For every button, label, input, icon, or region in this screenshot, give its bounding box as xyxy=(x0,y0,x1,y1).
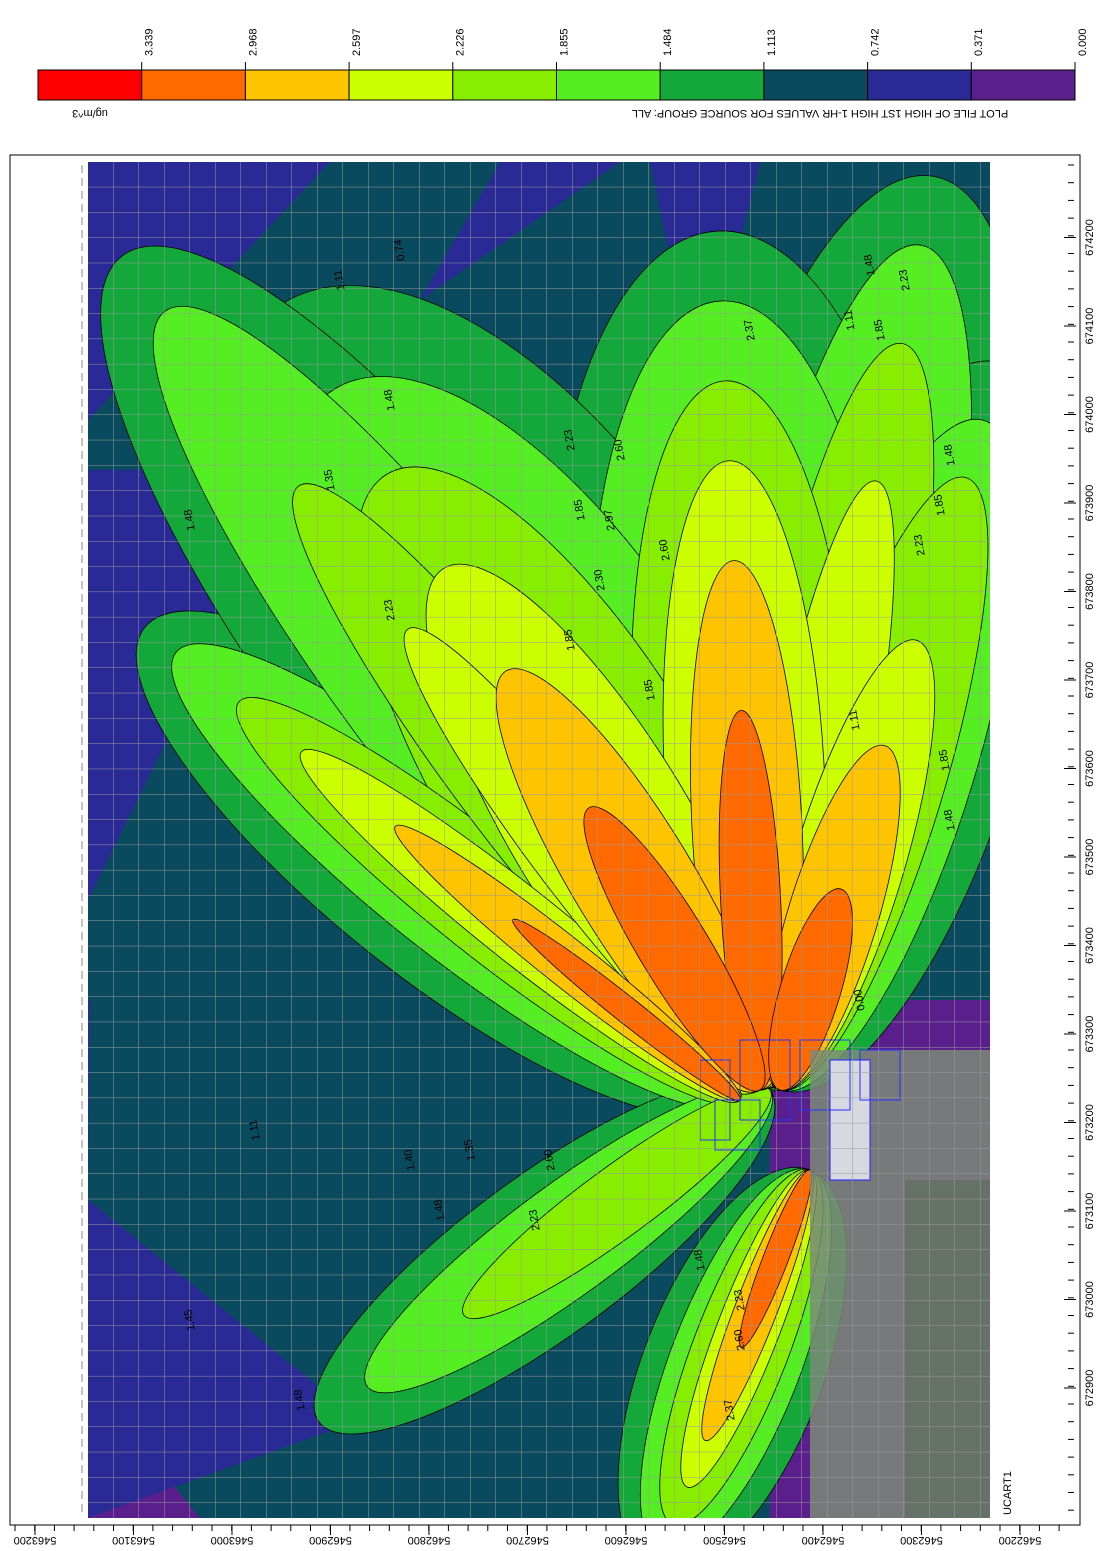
legend-level: 1.113 xyxy=(766,29,778,56)
northing-label: 5462400 xyxy=(802,1534,845,1546)
legend-swatch xyxy=(971,70,1075,100)
easting-label: 673900 xyxy=(1084,485,1096,522)
legend-swatch xyxy=(245,70,349,100)
northing-label: 5462200 xyxy=(999,1534,1042,1546)
legend-swatch xyxy=(142,70,246,100)
legend-units: ug/m^3 xyxy=(72,107,108,119)
legend-swatch xyxy=(868,70,972,100)
legend-level: 0.742 xyxy=(870,28,882,56)
northing-label: 5463100 xyxy=(112,1534,155,1546)
easting-label: 673400 xyxy=(1084,927,1096,964)
easting-label: 673700 xyxy=(1084,662,1096,699)
northing-label: 5462500 xyxy=(703,1534,746,1546)
northing-label: 5463000 xyxy=(211,1534,254,1546)
northing-label: 5462300 xyxy=(900,1534,943,1546)
easting-label: 673800 xyxy=(1084,573,1096,610)
contour-map xyxy=(3,146,1103,1551)
legend-swatch xyxy=(660,70,764,100)
northing-label: 5462700 xyxy=(506,1534,549,1546)
legend-level: 3.339 xyxy=(144,28,156,56)
northing-label: 5462800 xyxy=(408,1534,451,1546)
screenshot: 3.339 2.968 2.597 2.226 1.855 1.484 1.113 0.742… xyxy=(0,0,1103,1551)
legend-level: 1.855 xyxy=(558,28,570,56)
legend-level: 0.371 xyxy=(973,28,985,56)
legend-level: 2.226 xyxy=(455,28,467,56)
grid xyxy=(88,162,990,1518)
legend-level: 2.968 xyxy=(247,28,259,56)
easting-label: 674100 xyxy=(1084,308,1096,345)
easting-label: 673200 xyxy=(1084,1104,1096,1141)
legend-swatch xyxy=(557,70,661,100)
legend-title: PLOT FILE OF HIGH 1ST HIGH 1-HR VALUES F… xyxy=(632,107,1009,119)
legend-swatch xyxy=(349,70,453,100)
legend-swatch xyxy=(38,70,142,100)
northing-label: 5463200 xyxy=(14,1534,57,1546)
easting-label: 673100 xyxy=(1084,1193,1096,1230)
page: 3.339 2.968 2.597 2.226 1.855 1.484 1.113 0.742… xyxy=(0,0,1103,1551)
easting-label: 673000 xyxy=(1084,1281,1096,1318)
easting-label: 673500 xyxy=(1084,839,1096,876)
easting-label: 674000 xyxy=(1084,396,1096,433)
easting-label: 673300 xyxy=(1084,1016,1096,1053)
easting-label: 674200 xyxy=(1084,219,1096,256)
northing-label: 5462900 xyxy=(309,1534,352,1546)
legend-level: 1.484 xyxy=(662,28,674,56)
legend-level: 0.000 xyxy=(1077,28,1089,56)
easting-label: 672900 xyxy=(1084,1370,1096,1407)
legend-level: 2.597 xyxy=(351,28,363,56)
map-label: UCART1 xyxy=(1002,1471,1014,1515)
northing-label: 5462600 xyxy=(605,1534,648,1546)
legend-swatch xyxy=(764,70,868,100)
easting-label: 673600 xyxy=(1084,750,1096,787)
legend-swatch xyxy=(453,70,557,100)
